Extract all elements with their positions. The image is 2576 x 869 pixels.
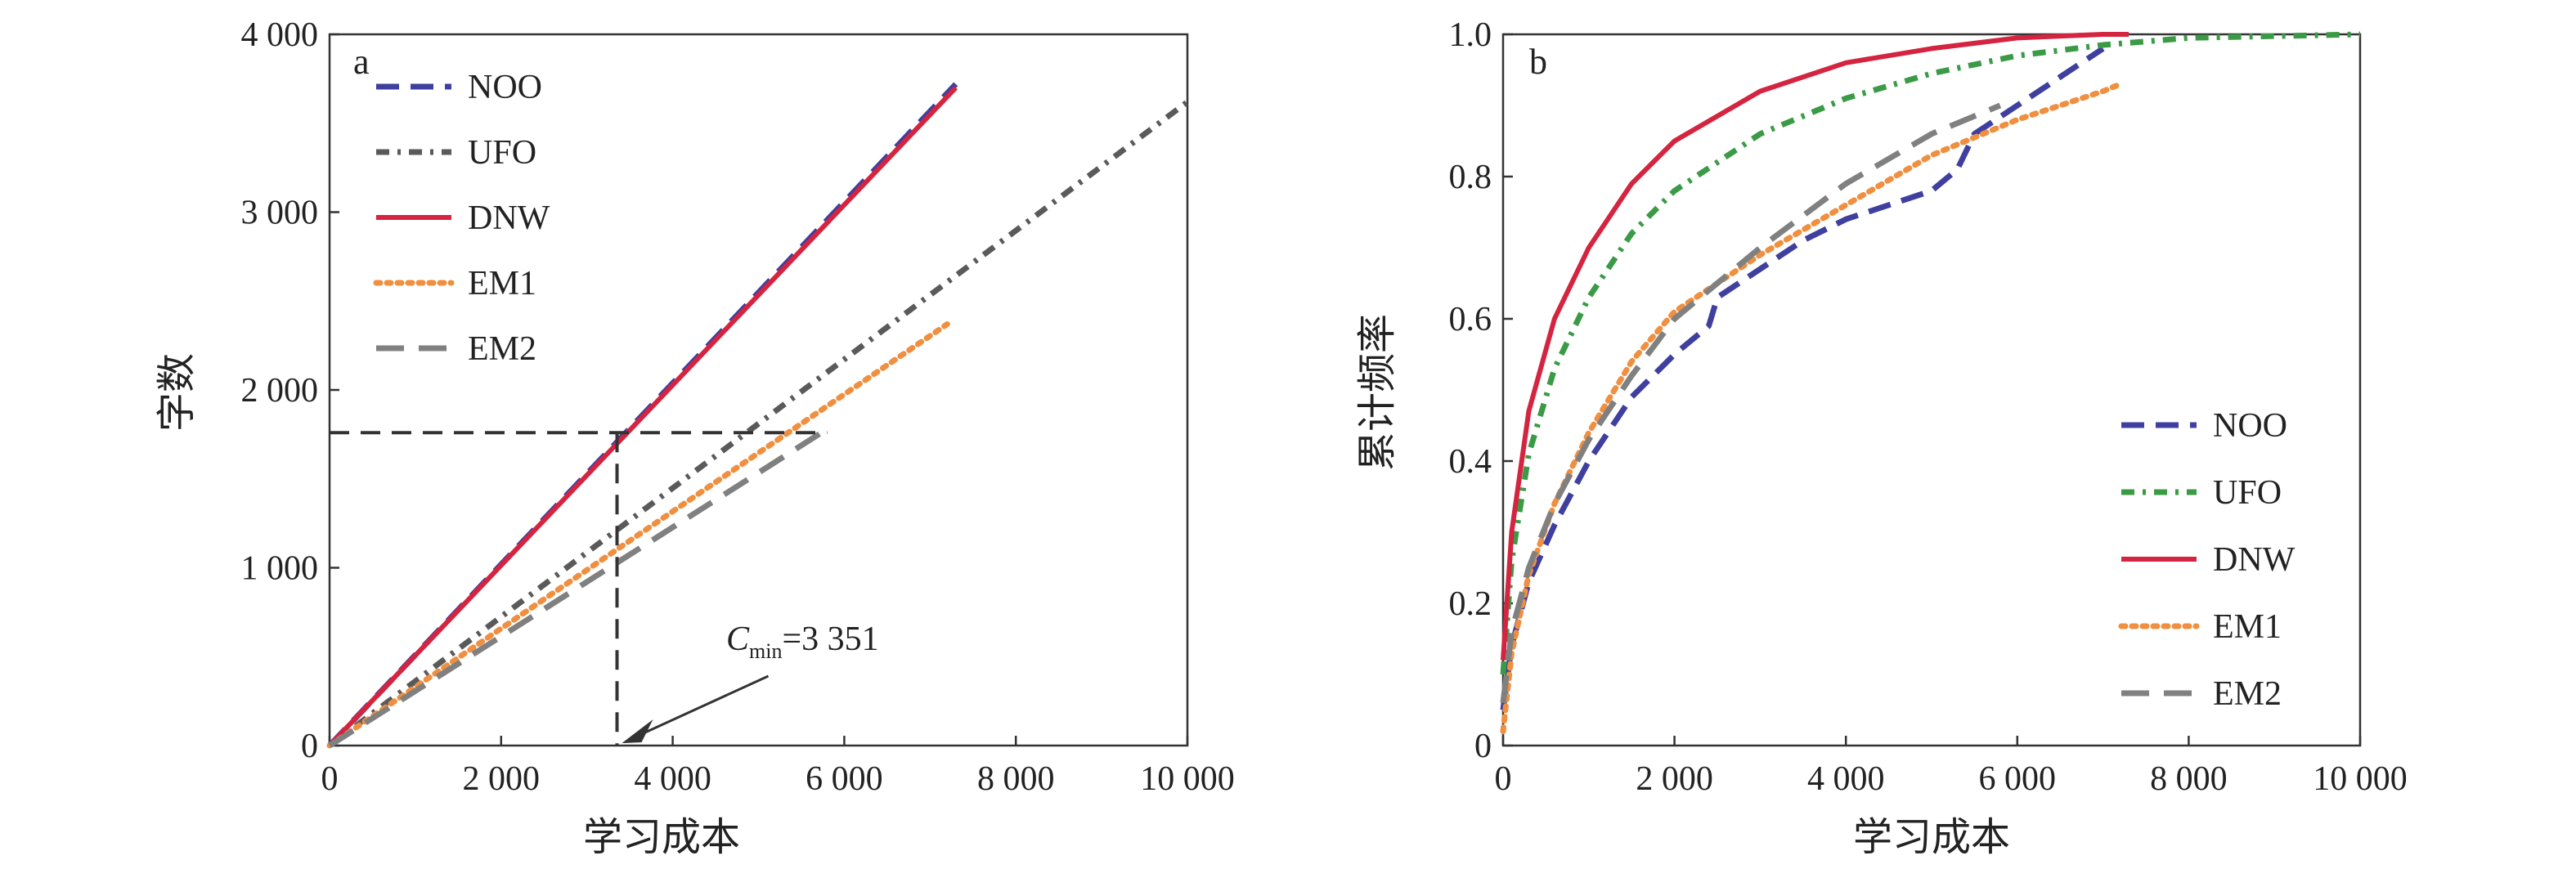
panel-a-y-tick-label: 4 000 — [241, 16, 319, 54]
panel-a-y-tick-label: 1 000 — [241, 550, 319, 588]
cmin-arrow-shaft — [640, 674, 770, 736]
cmin-arrow-head — [622, 719, 653, 743]
panel-b-x-axis-label: 学习成本 — [1853, 814, 2010, 860]
panel-a-annotation: Cmin=3 351 — [330, 431, 879, 746]
panel-b-series — [1500, 31, 2361, 735]
panel-a-series-dnw — [327, 86, 958, 748]
panel-a-y-tick-label: 2 000 — [241, 372, 319, 410]
panel-a-series-ufo — [327, 99, 1190, 748]
panel-b-y-tick-label: 1.0 — [1449, 16, 1492, 54]
panel-b-legend-label-ufo: UFO — [2213, 474, 2282, 512]
panel-a-x-tick-label: 8 000 — [977, 760, 1055, 798]
panel-b-legend-label-em1: EM1 — [2213, 608, 2282, 646]
panel-a-x-tick-label: 4 000 — [634, 760, 711, 798]
panel-a-y-axis-label: 字数 — [154, 353, 200, 432]
panel-a-legend: NOO UFO DNW EM1 EM2 — [373, 69, 550, 368]
panel-a-legend-label-em2: EM2 — [468, 330, 536, 368]
panel-b-x-tick-label: 0 — [1495, 760, 1512, 798]
panel-b-series-dnw — [1501, 32, 2129, 661]
panel-a-legend-label-noo: NOO — [468, 69, 542, 106]
panel-b-series-em1 — [1500, 81, 2124, 735]
panel-b-x-tick-label: 10 000 — [2313, 760, 2408, 798]
panel-b-series-noo — [1500, 46, 2105, 710]
panel-b-y-tick-label: 0.8 — [1449, 159, 1492, 196]
panel-b-legend-label-dnw: DNW — [2213, 541, 2296, 579]
panel-b-plot-frame — [1501, 33, 2362, 747]
panel-a-label: a — [353, 42, 370, 82]
panel-a-y-tick-label: 3 000 — [241, 195, 319, 232]
panel-a-axes: 0 2 000 4 000 6 000 8 000 10 000 0 1 000 2 000 3 … — [241, 16, 1235, 798]
panel-b-y-tick-label: 0.6 — [1449, 301, 1492, 338]
panel-b-y-tick-label: 0.4 — [1449, 443, 1492, 481]
panel-b-x-tick-label: 2 000 — [1636, 760, 1713, 798]
panel-a-series — [326, 82, 1190, 749]
panel-a-series-em2 — [328, 426, 829, 748]
panel-b-x-tick-label: 6 000 — [1979, 760, 2057, 798]
panel-a-series-em1 — [326, 321, 950, 749]
panel-b-legend: NOO UFO DNW EM1 EM2 — [2118, 407, 2296, 713]
panel-b-x-tick-label: 4 000 — [1807, 760, 1885, 798]
panel-b-y-axis-label: 累计频率 — [1354, 314, 1400, 471]
panel-b-x-tick-label: 8 000 — [2150, 760, 2228, 798]
panel-b-y-tick-label: 0.2 — [1449, 585, 1492, 623]
panel-a-y-tick-label: 0 — [301, 728, 318, 765]
panel-a-x-axis-label: 学习成本 — [583, 814, 740, 860]
panel-b-axes: 0 2 000 4 000 6 000 8 000 10 000 0 0.2 0.4 0.6 0.8… — [1449, 16, 2408, 798]
panel-b-legend-label-noo: NOO — [2213, 407, 2287, 445]
panel-a-x-tick-label: 2 000 — [463, 760, 541, 798]
panel-b-y-tick-label: 0 — [1474, 728, 1492, 765]
panel-a-x-tick-label: 10 000 — [1140, 760, 1235, 798]
panel-b-series-em2 — [1500, 102, 2002, 704]
panel-a-x-tick-label: 6 000 — [806, 760, 883, 798]
panel-a-legend-label-ufo: UFO — [468, 134, 536, 172]
panel-a-legend-label-em1: EM1 — [468, 265, 536, 302]
panel-b-legend-label-em2: EM2 — [2213, 675, 2282, 713]
chart-panel-a: a 学习成本 字数 0 2 000 4 000 6 000 8 000 10 000 0 1 … — [154, 16, 1235, 860]
cmin-annotation-text: Cmin=3 351 — [726, 620, 879, 663]
panel-b-label: b — [1529, 42, 1547, 82]
panel-a-legend-label-dnw: DNW — [468, 199, 550, 237]
panel-b-series-ufo — [1500, 31, 2361, 675]
panel-a-x-tick-label: 0 — [321, 760, 339, 798]
